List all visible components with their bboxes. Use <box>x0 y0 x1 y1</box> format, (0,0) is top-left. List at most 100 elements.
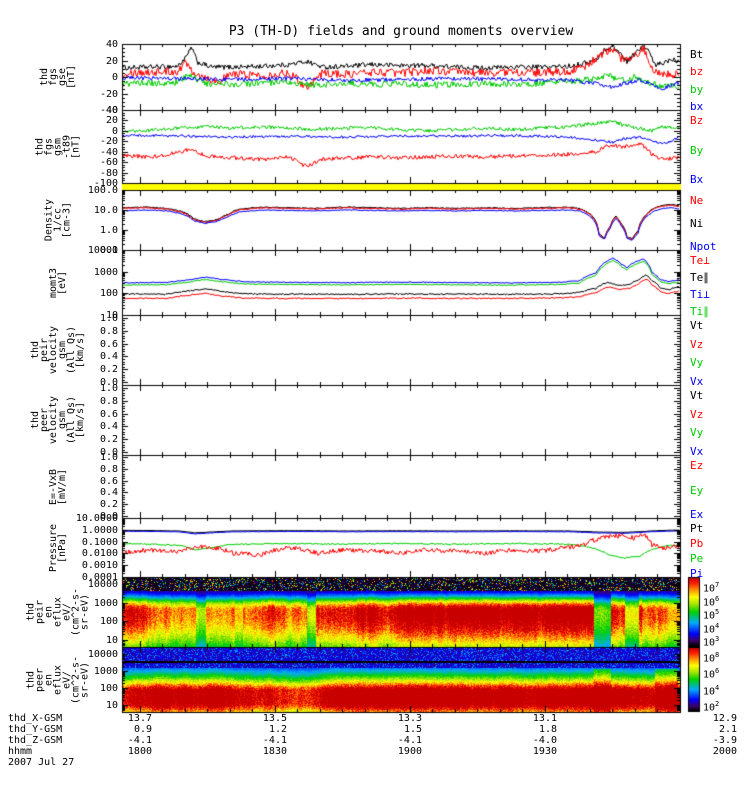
x-tick-value: 2.1 <box>718 724 737 735</box>
legend-label-Vy: Vy <box>690 426 704 439</box>
y-tick-label: 0.8 <box>99 396 118 407</box>
y-tick-label: 1.0 <box>99 313 118 324</box>
legend-label-Ey: Ey <box>690 484 704 497</box>
legend-label-by: by <box>690 83 704 96</box>
y-axis-label-density: Density 1/cc [cm-3] <box>44 199 73 241</box>
y-tick-label: 1000 <box>93 666 118 677</box>
y-axis-label-peer-eflux-line: sr-eV) <box>79 661 91 698</box>
y-tick-label: 0.4 <box>99 351 118 362</box>
y-tick-label: 10000 <box>87 579 118 590</box>
x-tick-value: 2000 <box>712 746 737 757</box>
y-tick-label: 0.2 <box>99 434 118 445</box>
y-tick-label: 10 <box>105 635 118 646</box>
date-label: 2007 Jul 27 <box>8 757 75 768</box>
legend-label-Vt: Vt <box>690 319 704 332</box>
x-tick-value: 1.2 <box>268 724 287 735</box>
colorbar-label: 104 <box>703 622 720 636</box>
legend-label-Ez: Ez <box>690 459 704 472</box>
y-tick-label: 0.1 <box>99 245 118 256</box>
y-axis-label-peer-velocity-line: [km/s] <box>75 401 86 439</box>
x-tick-value: -4.1 <box>397 735 422 746</box>
legend-label-Bz: Bz <box>690 114 704 127</box>
x-tick-value: -4.1 <box>262 735 287 746</box>
colorbar-label: 105 <box>703 608 720 622</box>
y-axis-label-fgs-gsm: thd fgs gsm -t89 [nT] <box>35 134 82 158</box>
y-tick-label: 40 <box>105 105 118 116</box>
legend-label-Bt: Bt <box>690 48 704 61</box>
x-tick-value: 1.8 <box>538 724 557 735</box>
y-tick-label: 0 <box>111 72 118 83</box>
legend-label-Pt: Pt <box>690 522 704 535</box>
y-tick-label: 10 <box>105 310 118 321</box>
y-tick-label: 0.0010 <box>81 560 118 571</box>
y-axis-label-fgs-gse-line: [nT] <box>66 64 77 90</box>
y-axis-label-momt3-line: [eV] <box>57 270 68 295</box>
colorbar-label: 104 <box>703 684 720 698</box>
legend-label-Ti∥: Ti∥ <box>690 305 709 318</box>
y-tick-label: 1.0 <box>99 383 118 394</box>
legend-label-Te∥: Te∥ <box>690 271 709 284</box>
y-tick-label: 0.0001 <box>81 572 118 583</box>
y-tick-label: 0.8 <box>99 464 118 475</box>
legend-label-By: By <box>690 144 704 157</box>
x-tick-value: 13.3 <box>397 713 422 724</box>
y-tick-label: 10000 <box>87 649 118 660</box>
y-tick-label: 0.6 <box>99 339 118 350</box>
legend-label-Pb: Pb <box>690 537 704 550</box>
y-tick-label: 100 <box>99 288 118 299</box>
x-tick-value: 1930 <box>532 746 557 757</box>
y-axis-label-peer-velocity: thd peer velocity gsm (All Qs) [km/s] <box>30 396 86 444</box>
x-tick-value: 12.9 <box>712 713 737 724</box>
legend-label-bz: bz <box>690 65 704 78</box>
legend-label-Ex: Ex <box>690 508 704 521</box>
colorbar-label: 108 <box>703 651 720 665</box>
y-tick-label: 10.0000 <box>75 513 118 524</box>
legend-label-bx: bx <box>690 100 704 113</box>
x-tick-value: 13.1 <box>532 713 557 724</box>
legend-label-Ni: Ni <box>690 217 704 230</box>
y-tick-label: 0.6 <box>99 476 118 487</box>
y-tick-label: 1.0 <box>99 225 118 236</box>
y-tick-label: 20 <box>105 56 118 67</box>
y-tick-label: -60 <box>99 157 118 168</box>
legend-label-Ne: Ne <box>690 194 704 207</box>
legend-label-Vx: Vx <box>690 375 704 388</box>
y-tick-label: 0.0 <box>99 377 118 388</box>
legend-label-Pe: Pe <box>690 552 704 565</box>
colorbar-label: 103 <box>703 635 720 649</box>
y-tick-label: 0.6 <box>99 409 118 420</box>
y-tick-label: 0.1000 <box>81 537 118 548</box>
x-tick-value: 13.5 <box>262 713 287 724</box>
x-axis-row-header: hhmm <box>8 746 33 757</box>
y-tick-label: -100 <box>93 178 118 189</box>
y-axis-label-peir-velocity-line: [km/s] <box>75 331 86 369</box>
legend-label-Vx: Vx <box>690 445 704 458</box>
x-axis-row-header: thd_X-GSM <box>8 713 63 724</box>
legend-label-Vt: Vt <box>690 389 704 402</box>
y-tick-label: 0.2 <box>99 499 118 510</box>
y-axis-label-peer-eflux: thd peer en eflux eV/(cm^2-s-sr-eV) <box>26 655 91 703</box>
colorbar-label: 102 <box>703 700 720 714</box>
x-axis-row-header: thd_Z-GSM <box>8 735 63 746</box>
x-tick-value: -4.0 <box>532 735 557 746</box>
y-tick-label: -20 <box>99 89 118 100</box>
y-tick-label: 0.0 <box>99 511 118 522</box>
x-tick-value: 1800 <box>127 746 152 757</box>
y-tick-label: -40 <box>99 147 118 158</box>
y-tick-label: 10 <box>105 700 118 711</box>
y-tick-label: 0.8 <box>99 326 118 337</box>
colorbar-label: 107 <box>703 581 720 595</box>
y-axis-label-momt3: momt3 [eV] <box>48 267 68 297</box>
y-tick-label: 1000 <box>93 598 118 609</box>
y-axis-label-peir-eflux-line: sr-eV) <box>79 593 91 631</box>
y-tick-label: 100 <box>99 616 118 627</box>
y-axis-label-density-line: [cm-3] <box>61 201 73 239</box>
x-tick-value: -4.1 <box>127 735 152 746</box>
legend-label-Vz: Vz <box>690 338 704 351</box>
x-tick-value: 13.7 <box>127 713 152 724</box>
y-tick-label: 1000 <box>93 267 118 278</box>
y-axis-label-peir-velocity: thd peir velocity gsm (All Qs) [km/s] <box>30 326 86 374</box>
y-tick-label: 0.4 <box>99 487 118 498</box>
